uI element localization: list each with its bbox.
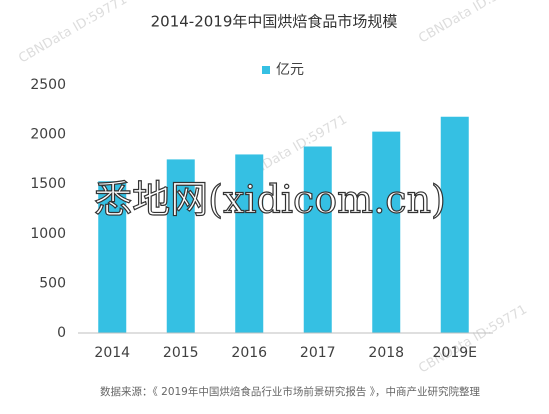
y-tick-label: 1500 [30, 176, 66, 192]
watermark-small: CBNData ID:59771 [16, 0, 130, 66]
legend-swatch [262, 66, 270, 74]
bar [235, 154, 264, 333]
y-tick-label: 2500 [30, 77, 66, 93]
x-tick-label: 2016 [231, 345, 267, 361]
watermark: 悉地网(xidicom.cn) [94, 178, 446, 222]
bar [303, 146, 332, 333]
x-tick-label: 2015 [163, 345, 199, 361]
x-tick-label: 2014 [94, 345, 130, 361]
x-tick-label: 2017 [300, 345, 336, 361]
x-tick-label: 2018 [368, 345, 404, 361]
bar [372, 131, 401, 333]
bar [440, 116, 469, 333]
x-tick-label: 2019E [433, 345, 477, 361]
y-tick-label: 0 [57, 325, 66, 341]
source-note: 数据来源：《 2019年中国烘焙食品行业市场前景研究报告 》，中商产业研究院整理 [100, 385, 480, 398]
y-tick-label: 1000 [30, 226, 66, 242]
legend-label: 亿元 [276, 62, 304, 78]
bar [166, 159, 195, 333]
bar [98, 181, 127, 333]
y-tick-label: 2000 [30, 127, 66, 143]
watermark-small: CBNData ID:59771 [416, 302, 530, 376]
watermark-small: CBNData ID:59771 [416, 0, 530, 46]
y-tick-label: 500 [39, 275, 66, 291]
chart-title: 2014-2019年中国烘焙食品市场规模 [151, 13, 398, 31]
